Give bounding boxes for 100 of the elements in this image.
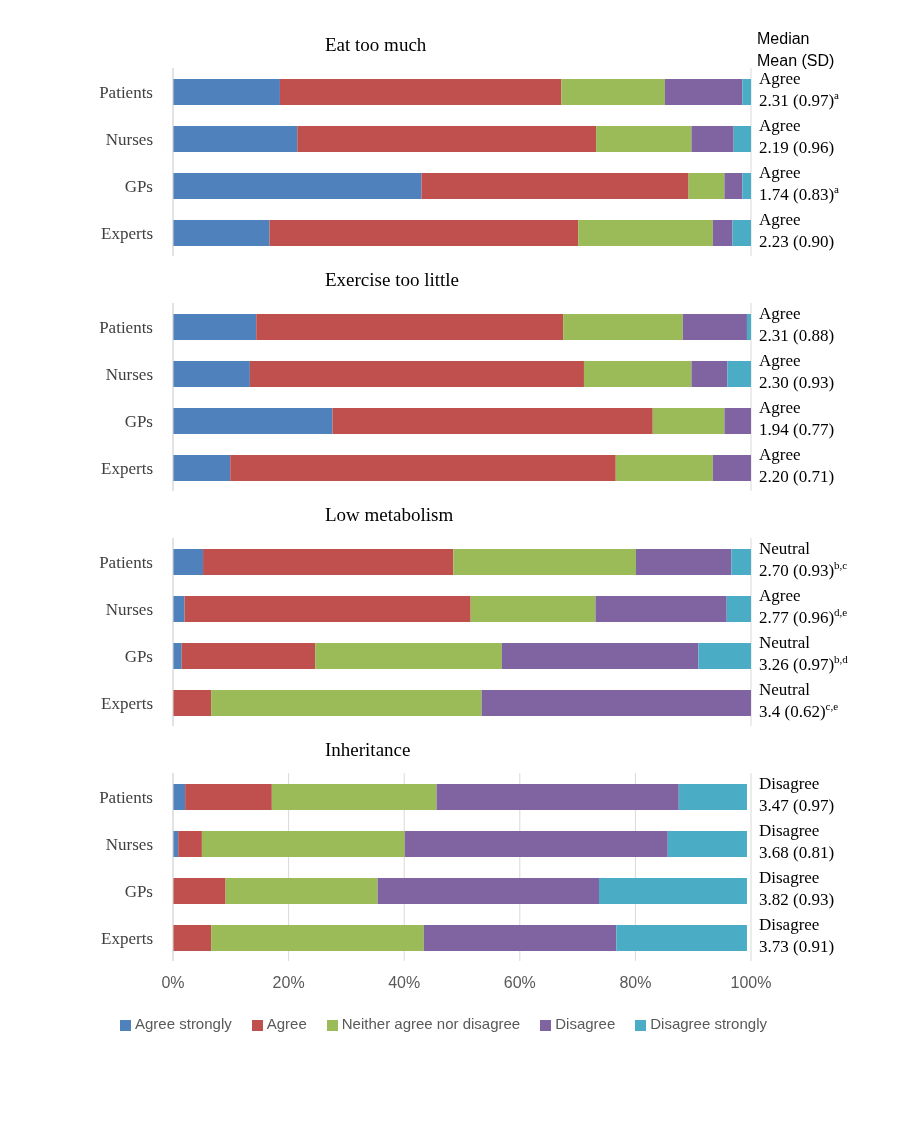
bar (436, 784, 679, 810)
x-tick-label: 0% (161, 974, 185, 992)
bar (297, 126, 597, 152)
text: Agree 2.77 (0.96)$^{d,e}$ (759, 584, 848, 629)
text: Median Mean (SD) (757, 29, 835, 71)
text: Agree 2.31 (0.88) (759, 302, 835, 347)
text: Neutral 3.26 (0.97)$^{b,d}$ (759, 631, 848, 676)
text: Agree 2.30 (0.93) (759, 349, 835, 394)
chart-title: Low metabolism (325, 504, 454, 526)
bar (664, 79, 743, 105)
bar (470, 596, 596, 622)
bar (173, 455, 231, 481)
y-tick-label: Nurses (105, 129, 153, 149)
bar (279, 79, 562, 105)
bar (481, 690, 751, 716)
text: Disagree 3.47 (0.97) (759, 772, 835, 817)
bar (742, 79, 751, 105)
y-tick-label: GPs (124, 411, 153, 431)
y-tick-label: GPs (124, 176, 153, 196)
bar (271, 784, 437, 810)
text: Agree 2.23 (0.90) (759, 208, 835, 253)
text: Disagree 3.73 (0.91) (759, 913, 835, 958)
bar (563, 314, 683, 340)
text: Disagree 3.82 (0.93) (759, 866, 835, 911)
bar (211, 925, 424, 951)
bar (173, 79, 280, 105)
bar (230, 455, 616, 481)
bar (712, 220, 733, 246)
bar (691, 126, 734, 152)
y-tick-label: GPs (124, 646, 153, 666)
text: Neutral 2.70 (0.93)$^{b,c}$ (759, 537, 848, 582)
y-tick-label: Experts (101, 693, 153, 713)
chart-title: Exercise too little (325, 269, 460, 291)
bar (269, 220, 579, 246)
bar (173, 408, 333, 434)
bar (598, 878, 747, 904)
bar (256, 314, 564, 340)
text: Agree 2.19 (0.96) (759, 114, 835, 159)
x-tick-label: 20% (272, 974, 305, 992)
bar (578, 220, 713, 246)
bar (501, 643, 699, 669)
bar (691, 361, 728, 387)
bar (203, 549, 454, 575)
y-tick-label: Patients (99, 787, 153, 807)
bar (595, 596, 727, 622)
y-tick-label: Patients (99, 552, 153, 572)
bar (181, 643, 316, 669)
bar (173, 878, 226, 904)
y-tick-label: Experts (101, 223, 153, 243)
y-tick-label: Nurses (105, 364, 153, 384)
bar (173, 690, 212, 716)
legend-label: Neither agree nor disagree (341, 1015, 521, 1032)
bar (315, 643, 502, 669)
chart-title: Eat too much (325, 34, 427, 56)
bar (332, 408, 653, 434)
text: Disagree 3.68 (0.81) (759, 819, 835, 864)
bar (698, 643, 751, 669)
legend-label: Disagree (555, 1015, 616, 1032)
text: Agree 1.74 (0.83)$^{a}$ (759, 161, 839, 206)
bar (596, 126, 692, 152)
bar (724, 408, 751, 434)
x-tick-label: 80% (619, 974, 652, 992)
bar (173, 596, 185, 622)
bar (225, 878, 378, 904)
bar (615, 455, 713, 481)
bar (742, 173, 751, 199)
chart-title: Inheritance (325, 739, 411, 761)
text: Neutral 3.4 (0.62)$^{c,e}$ (759, 678, 839, 723)
bar (178, 831, 202, 857)
bar (616, 925, 747, 951)
bar (453, 549, 636, 575)
bar (173, 220, 270, 246)
bar (726, 596, 751, 622)
bar (249, 361, 584, 387)
legend-label: Agree (266, 1015, 307, 1032)
bar (173, 361, 250, 387)
bar (635, 549, 732, 575)
text: Agree 2.31 (0.97)$^{a}$ (759, 68, 839, 112)
bar (421, 173, 689, 199)
y-tick-label: Patients (99, 82, 153, 102)
y-tick-label: Nurses (105, 834, 153, 854)
y-tick-label: GPs (124, 881, 153, 901)
bar (377, 878, 599, 904)
bar (173, 925, 212, 951)
bar (201, 831, 405, 857)
bar (731, 549, 751, 575)
bar (682, 314, 747, 340)
text: Agree 1.94 (0.77) (759, 396, 835, 441)
bar (583, 361, 692, 387)
bar (173, 784, 186, 810)
bar (404, 831, 668, 857)
bar (184, 596, 471, 622)
bar (733, 126, 751, 152)
y-tick-label: Nurses (105, 599, 153, 619)
bar (173, 126, 298, 152)
bar (173, 643, 182, 669)
bar (652, 408, 725, 434)
y-tick-label: Experts (101, 458, 153, 478)
bar (688, 173, 725, 199)
bar (732, 220, 751, 246)
